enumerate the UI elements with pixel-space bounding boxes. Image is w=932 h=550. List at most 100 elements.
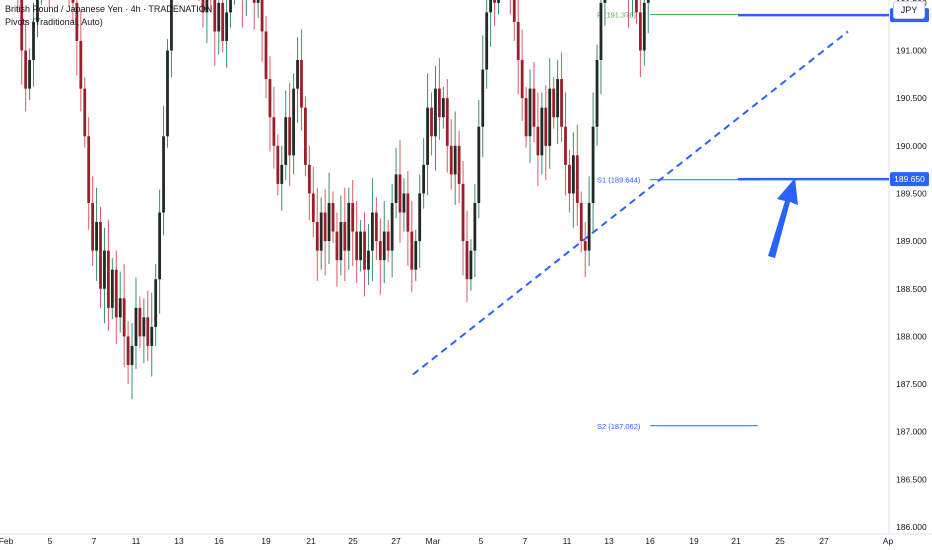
candle-body [493,0,496,3]
time-tick-label: 27 [819,536,829,546]
price-axis[interactable]: 186.000 186.500 187.000 187.500 188.000 188.5… [888,0,927,534]
candle-body [477,126,481,203]
candle-body [638,12,642,51]
candle-body [568,164,571,194]
candle-body [560,79,563,127]
candle-body [430,107,433,137]
time-tick-label: Mar [426,536,441,546]
price-tick-label: 187.000 [896,427,927,437]
pivot-label: S2 (187.062) [597,422,641,431]
time-tick-label: Ap [883,536,894,546]
time-tick-label: 5 [479,536,484,546]
time-axis[interactable]: Feb 5 7 11 13 16 19 21 25 27 Mar 5 7 11 13 16 19 21 25 27 Ap [0,533,932,546]
time-tick-label: Feb [0,536,14,546]
candle-body [564,126,567,165]
candle-body [260,0,264,32]
candle-body [449,145,453,175]
candle-body [528,88,532,137]
candle-body [646,0,650,3]
candle-body [304,107,307,165]
candle-body [162,136,165,213]
candle-body [134,307,138,346]
trendline[interactable] [412,30,849,376]
candle-body [386,231,390,251]
pivot-label: P (191.378) [597,10,637,19]
candle-body [150,326,154,346]
candle-body [331,202,335,232]
candle-body [32,21,35,61]
time-tick-label: 16 [214,536,224,546]
time-tick-label: 16 [645,536,655,546]
candle-body [544,107,548,146]
candle-body [335,231,339,261]
price-tick-label: 189.500 [896,188,927,198]
time-tick-label: 11 [132,536,141,546]
candle-body [146,317,150,346]
candle-body [382,231,386,261]
candle-body [166,50,169,137]
candle-body [126,336,130,365]
candle-body [339,222,343,261]
candle-body [110,269,114,308]
level-price-text: 189.650 [894,174,925,184]
price-tick-label: 191.000 [896,46,927,56]
time-tick-label: 25 [348,536,358,546]
candle-body [221,2,225,41]
candle-body [347,202,351,251]
candle-body [414,241,418,270]
candle-body [280,164,284,184]
price-tick-label: 186.000 [896,522,927,532]
candle-body [103,250,106,289]
candle-body [256,0,260,3]
time-tick-label: 5 [48,536,53,546]
candle-body [225,12,229,41]
candle-body [583,241,587,251]
candle-body [276,145,280,184]
candle-body [95,222,98,251]
candle-body [311,193,315,223]
candle-body [481,69,485,127]
candle-body [512,0,516,22]
candle-body [461,183,465,242]
symbol-title[interactable]: British Pound / Japanese Yen · 4h · TRAD… [5,4,213,14]
dashed-trendline[interactable] [412,30,849,376]
candle-body [288,117,292,156]
currency-badge[interactable]: JPY [893,1,925,19]
candle-body [36,0,39,22]
candle-body [497,0,500,3]
time-tick-label: 21 [306,536,316,546]
candle-body [402,193,406,213]
candle-body [130,345,134,365]
candle-body [536,126,540,156]
candle-body [571,155,575,194]
candle-body [264,31,268,80]
candle-body [485,12,489,70]
candle-body [170,0,173,51]
time-tick-label: 11 [563,536,572,546]
candle-body [319,212,323,251]
time-tick-label: 27 [391,536,401,546]
candle-body [540,107,544,156]
pivot-lines: R2 (195.694)R1 (193.960)P (191.378)S1 (1… [597,10,889,431]
candle-body [91,202,95,251]
candle-body [599,2,603,61]
candle-body [154,279,158,327]
candle-body [268,79,272,118]
candle-body [296,60,299,89]
candle-body [229,0,232,13]
candle-body [79,40,83,89]
candle-body [20,0,24,51]
candle-body [575,155,579,203]
candle-body [579,202,583,242]
indicator-label[interactable]: Pivots (Traditional, Auto) [5,17,103,27]
arrow-up-icon[interactable] [768,178,798,258]
candle-body [371,212,374,251]
candle-body [315,222,319,251]
candle-body [272,117,276,146]
candle-body [406,193,410,232]
time-tick-label: 7 [523,536,528,546]
price-tick-label: 189.000 [896,236,927,246]
candle-body [595,60,599,127]
price-tick-label: 187.500 [896,379,927,389]
